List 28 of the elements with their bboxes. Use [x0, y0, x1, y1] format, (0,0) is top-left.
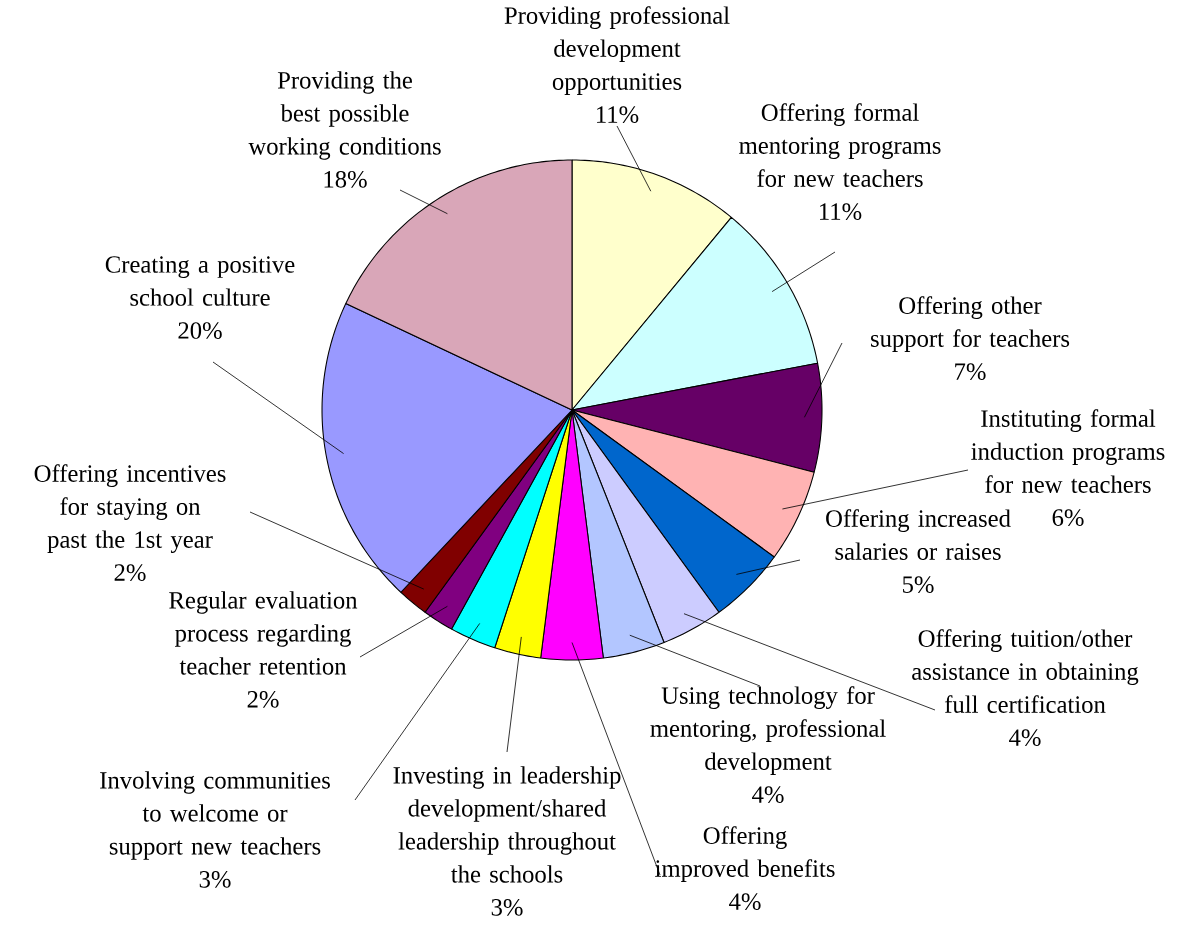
- data-label: 6%: [1052, 509, 1084, 526]
- slice-label: Instituting formal induction programs for new teachers: [971, 409, 1165, 493]
- slice-label: Offering incentives for staying on past the 1st year: [34, 464, 226, 553]
- data-label: 11%: [597, 106, 639, 123]
- data-label: 11%: [820, 203, 862, 220]
- slice-label: Investing in leadership development/shared leadership throughout the schools: [393, 766, 621, 883]
- data-label: 18%: [324, 170, 367, 188]
- slice-label: Using technology for mentoring, professional development: [650, 686, 886, 775]
- data-label: 4%: [752, 786, 784, 803]
- slice-label: Offering improved benefits: [655, 826, 835, 882]
- data-label: 4%: [729, 893, 761, 910]
- data-label: 3%: [491, 898, 523, 916]
- slice-label: Providing professional development opportunities: [504, 6, 730, 95]
- slice-label: Offering formal mentoring programs for new teachers: [739, 103, 941, 187]
- slice-label: Creating a positive school culture: [105, 256, 295, 306]
- data-label: 3%: [199, 870, 231, 888]
- slice-label: Providing the best possible working conditions: [248, 71, 441, 160]
- data-label: 20%: [178, 322, 222, 339]
- data-label: 4%: [1009, 729, 1041, 746]
- slice-label: Offering other support for teachers: [871, 296, 1070, 352]
- data-label: 5%: [903, 576, 934, 593]
- slice-label: Offering increased salaries or raises: [826, 509, 1011, 560]
- data-label: 7%: [955, 363, 986, 380]
- slice-label: Involving communities to welcome or support new teachers: [100, 771, 330, 860]
- data-label: 2%: [247, 690, 279, 708]
- slice-label: Offering tuition/other assistance in obtaining full certification: [912, 629, 1139, 713]
- data-label: 2%: [114, 564, 146, 581]
- slice-label: Regular evaluation process regarding teacher retention: [169, 591, 358, 675]
